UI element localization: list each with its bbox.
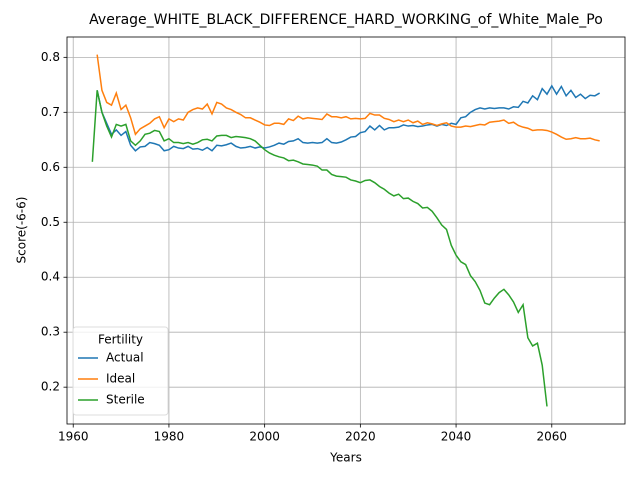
legend: Fertility Actual Ideal Sterile bbox=[72, 326, 169, 416]
x-tick-label: 1980 bbox=[154, 430, 185, 444]
legend-label: Ideal bbox=[106, 372, 135, 386]
series-line bbox=[96, 54, 600, 142]
legend-box bbox=[72, 326, 169, 416]
y-tick-label: 0.2 bbox=[41, 380, 60, 394]
legend-title: Fertility bbox=[98, 333, 143, 347]
x-tick-label: 2040 bbox=[441, 430, 472, 444]
legend-label: Actual bbox=[106, 351, 144, 365]
y-tick-label: 0.4 bbox=[41, 270, 60, 284]
y-tick-label: 0.7 bbox=[41, 105, 60, 119]
series-line bbox=[96, 84, 601, 152]
y-tick-label: 0.6 bbox=[41, 160, 60, 174]
x-tick-label: 2020 bbox=[345, 430, 376, 444]
x-axis-label: Years bbox=[329, 451, 362, 465]
legend-label: Sterile bbox=[106, 393, 145, 407]
x-tick-label: 2060 bbox=[537, 430, 568, 444]
plot-frame bbox=[66, 36, 626, 425]
y-tick-label: 0.5 bbox=[41, 215, 60, 229]
y-tick-label: 0.8 bbox=[41, 50, 60, 64]
chart-title: Average_WHITE_BLACK_DIFFERENCE_HARD_WORK… bbox=[89, 12, 603, 28]
x-tick-label: 2000 bbox=[249, 430, 280, 444]
series-line bbox=[91, 90, 548, 407]
grid: 1960 1980 2000 2020 2040 2060 0.2 0.3 0.4 0.5 0.6 0… bbox=[41, 37, 625, 444]
y-tick-label: 0.3 bbox=[41, 325, 60, 339]
lines bbox=[91, 54, 601, 407]
y-axis-label: Score(-6-6) bbox=[15, 197, 29, 264]
x-tick-label: 1960 bbox=[58, 430, 89, 444]
